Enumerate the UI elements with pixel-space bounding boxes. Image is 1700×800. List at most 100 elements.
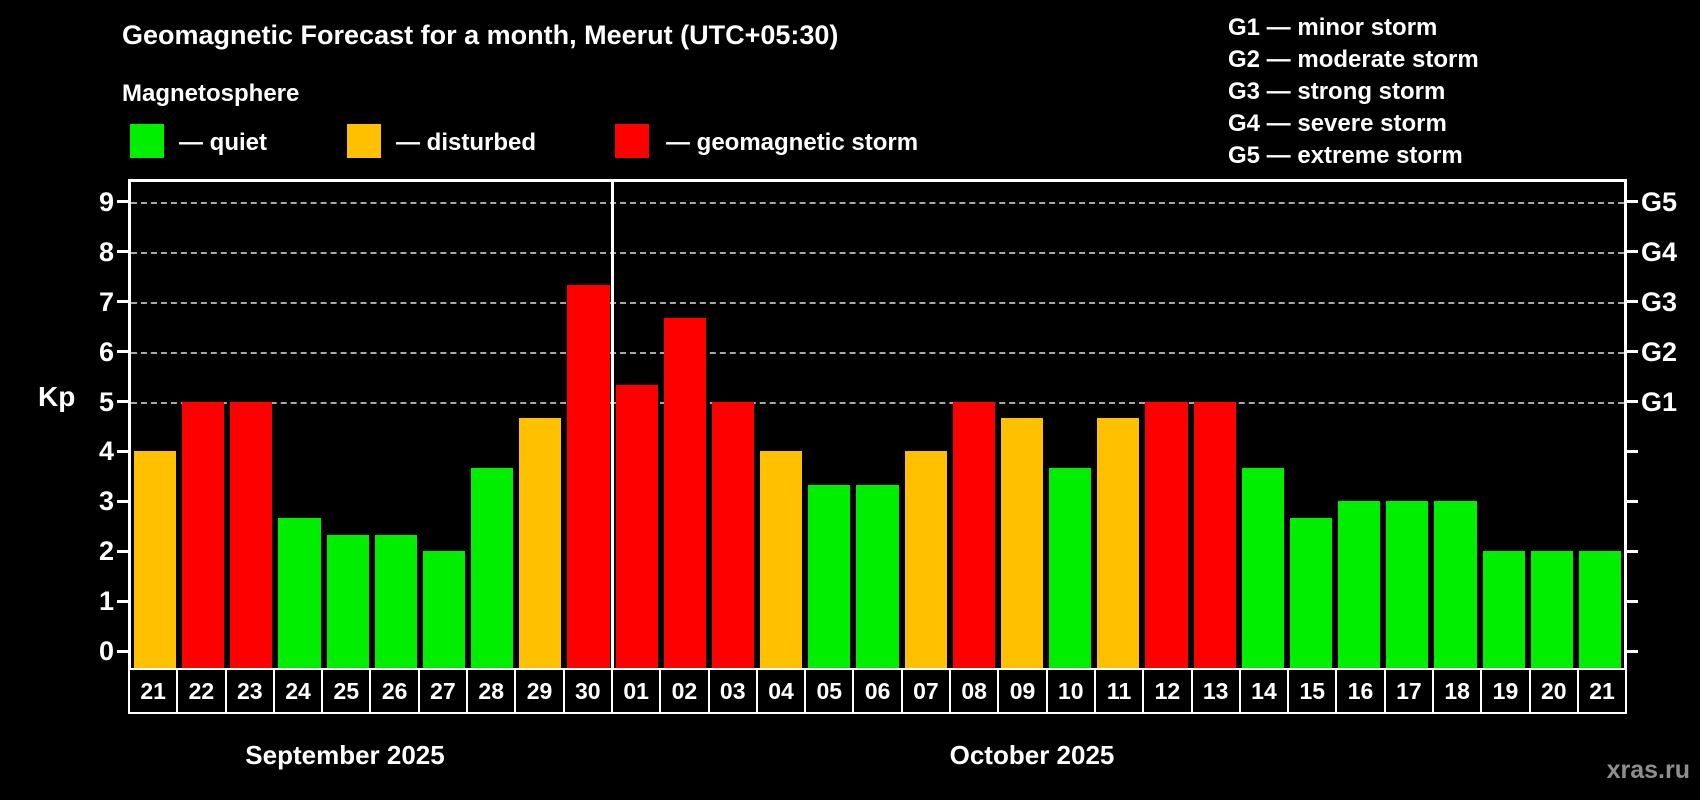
day-label-17: 17 bbox=[1383, 668, 1435, 714]
day-label-23: 23 bbox=[224, 668, 275, 714]
right-axis-tick-0 bbox=[1627, 649, 1638, 653]
kp-bar-day-27 bbox=[422, 551, 466, 668]
kp-bar-day-02 bbox=[663, 318, 706, 668]
kp-bar-day-08 bbox=[952, 401, 995, 668]
day-label-06: 06 bbox=[852, 668, 903, 714]
kp-bar-day-26 bbox=[374, 534, 417, 668]
day-label-12: 12 bbox=[1142, 668, 1193, 714]
kp-bar-day-25 bbox=[326, 534, 369, 668]
day-label-19: 19 bbox=[1480, 668, 1531, 714]
right-axis-label-G1: G1 bbox=[1641, 386, 1678, 417]
legend-swatch-disturbed bbox=[347, 124, 381, 158]
kp-bar-chart-plot-area bbox=[117, 179, 1638, 668]
day-label-01: 01 bbox=[610, 668, 662, 714]
y-axis-label-8: 8 bbox=[98, 236, 114, 267]
legend-label-storm: — geomagnetic storm bbox=[666, 129, 919, 156]
right-axis-label-G3: G3 bbox=[1641, 286, 1678, 317]
y-axis-label-1: 1 bbox=[98, 586, 114, 617]
left-axis-tick-5 bbox=[117, 400, 128, 403]
day-label-02: 02 bbox=[659, 668, 710, 714]
g-legend-line: G5 — extreme storm bbox=[1228, 142, 1463, 169]
kp-bar-day-21 bbox=[134, 451, 177, 668]
day-label-07: 07 bbox=[900, 668, 952, 714]
kp-bar-day-18 bbox=[1434, 501, 1477, 668]
kp-bar-day-22 bbox=[182, 401, 225, 668]
day-label-22: 22 bbox=[176, 668, 227, 714]
right-axis-label-G4: G4 bbox=[1641, 236, 1678, 267]
left-axis-tick-6 bbox=[117, 350, 128, 354]
kp-bar-day-23 bbox=[230, 401, 273, 668]
legend-label-disturbed: — disturbed bbox=[396, 129, 537, 156]
left-axis-tick-9 bbox=[117, 200, 128, 204]
day-label-18: 18 bbox=[1432, 668, 1483, 714]
kp-bar-day-12 bbox=[1145, 401, 1188, 668]
kp-bar-day-09 bbox=[1000, 417, 1044, 668]
month-separator-line bbox=[611, 182, 615, 668]
left-axis-tick-2 bbox=[117, 549, 128, 553]
day-label-27: 27 bbox=[417, 668, 469, 714]
g-legend-line: G2 — moderate storm bbox=[1228, 46, 1479, 73]
right-axis-tick-7 bbox=[1627, 300, 1638, 304]
day-label-29: 29 bbox=[514, 668, 565, 714]
kp-bar-day-19 bbox=[1482, 551, 1525, 668]
day-label-16: 16 bbox=[1335, 668, 1386, 714]
y-axis-title: Kp bbox=[38, 381, 76, 412]
kp-bar-day-16 bbox=[1338, 501, 1381, 668]
right-axis-tick-1 bbox=[1627, 599, 1638, 603]
left-axis-tick-1 bbox=[117, 599, 128, 603]
gridline-kp5 bbox=[131, 401, 1624, 404]
y-axis-label-4: 4 bbox=[98, 436, 114, 467]
left-axis-tick-4 bbox=[117, 449, 128, 453]
right-axis-tick-5 bbox=[1627, 400, 1638, 403]
day-label-13: 13 bbox=[1190, 668, 1241, 714]
y-axis-label-9: 9 bbox=[98, 186, 114, 217]
day-label-03: 03 bbox=[707, 668, 758, 714]
right-axis-label-G2: G2 bbox=[1641, 336, 1678, 367]
legend-label-quiet: — quiet bbox=[179, 129, 267, 156]
day-label-04: 04 bbox=[755, 668, 807, 714]
kp-bar-day-17 bbox=[1386, 501, 1429, 668]
g-legend-line: G3 — strong storm bbox=[1228, 78, 1446, 105]
day-label-24: 24 bbox=[272, 668, 324, 714]
y-axis-label-7: 7 bbox=[98, 286, 114, 317]
kp-bar-day-03 bbox=[711, 401, 755, 668]
legend-swatch-quiet bbox=[130, 124, 164, 158]
y-axis-label-0: 0 bbox=[98, 636, 114, 666]
legend-swatch-storm bbox=[615, 124, 649, 158]
kp-bar-day-06 bbox=[856, 484, 899, 668]
y-axis-label-6: 6 bbox=[98, 336, 114, 367]
kp-bar-day-24 bbox=[278, 517, 321, 668]
kp-bar-day-20 bbox=[1530, 551, 1573, 668]
left-axis-tick-7 bbox=[117, 300, 128, 304]
page-title: Geomagnetic Forecast for a month, Meerut… bbox=[122, 20, 839, 50]
kp-bar-day-04 bbox=[760, 451, 803, 668]
month-label: September 2025 bbox=[245, 740, 445, 770]
kp-bar-day-11 bbox=[1097, 417, 1140, 668]
day-label-15: 15 bbox=[1287, 668, 1338, 714]
left-axis-tick-8 bbox=[117, 250, 128, 254]
kp-bar-day-14 bbox=[1241, 467, 1284, 668]
day-label-10: 10 bbox=[1045, 668, 1096, 714]
kp-bar-day-05 bbox=[808, 484, 851, 668]
kp-bar-day-28 bbox=[471, 467, 514, 668]
kp-bar-day-21 bbox=[1578, 551, 1621, 668]
right-axis-tick-3 bbox=[1627, 499, 1638, 503]
day-label-09: 09 bbox=[997, 668, 1048, 714]
right-axis-tick-9 bbox=[1627, 200, 1638, 204]
watermark: xras.ru bbox=[1606, 756, 1690, 784]
kp-bar-day-07 bbox=[904, 451, 947, 668]
right-axis-tick-4 bbox=[1627, 449, 1638, 453]
day-label-20: 20 bbox=[1528, 668, 1579, 714]
day-label-21: 21 bbox=[1576, 668, 1628, 714]
day-label-25: 25 bbox=[321, 668, 372, 714]
g-scale-legend: G1 — minor storm G2 — moderate storm G3 … bbox=[1228, 12, 1479, 172]
kp-bar-day-10 bbox=[1049, 467, 1092, 668]
day-label-11: 11 bbox=[1093, 668, 1145, 714]
chart-subtitle: Magnetosphere bbox=[122, 80, 300, 107]
day-label-26: 26 bbox=[369, 668, 420, 714]
gridline-kp8 bbox=[131, 251, 1624, 254]
g-legend-line: G4 — severe storm bbox=[1228, 110, 1447, 137]
right-axis-tick-2 bbox=[1627, 549, 1638, 553]
day-axis-row: 21 22 23 24 25 26 27 28 29 30 01 02 03 04 05 06 07 08 09 10… bbox=[128, 668, 1628, 714]
left-axis-tick-3 bbox=[117, 499, 128, 503]
